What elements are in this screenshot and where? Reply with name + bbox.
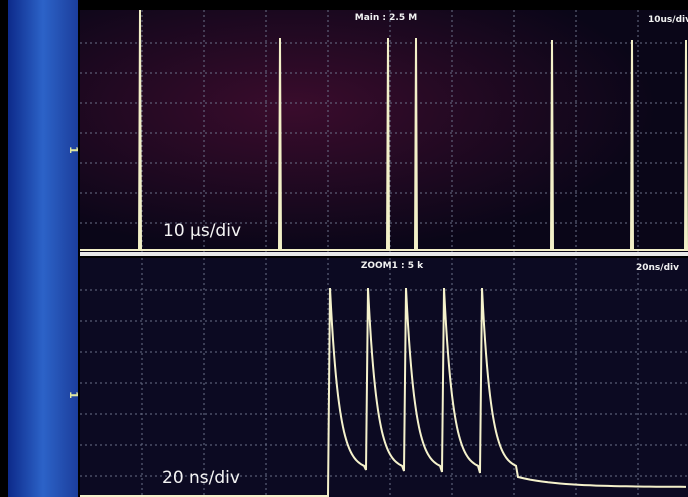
overlay-label: 20 ns/div <box>162 468 240 488</box>
bottom-header: ZOOM1 : 5 k <box>361 261 424 271</box>
channel-marker: 1 <box>67 391 80 399</box>
top-plot <box>80 10 688 253</box>
bottom-timebase: 20ns/div <box>636 263 679 273</box>
overlay-label: 10 µs/div <box>163 221 241 241</box>
side-panel <box>8 0 78 497</box>
top-timebase: 10us/div <box>648 15 688 25</box>
bottom-plot <box>80 258 688 497</box>
scope-screen: Main : 2.5 M 10us/div ZOOM1 : 5 k 20ns/d… <box>0 0 688 497</box>
top-header: Main : 2.5 M <box>355 13 417 23</box>
divider <box>80 252 688 256</box>
channel-marker: 1 <box>67 146 80 154</box>
